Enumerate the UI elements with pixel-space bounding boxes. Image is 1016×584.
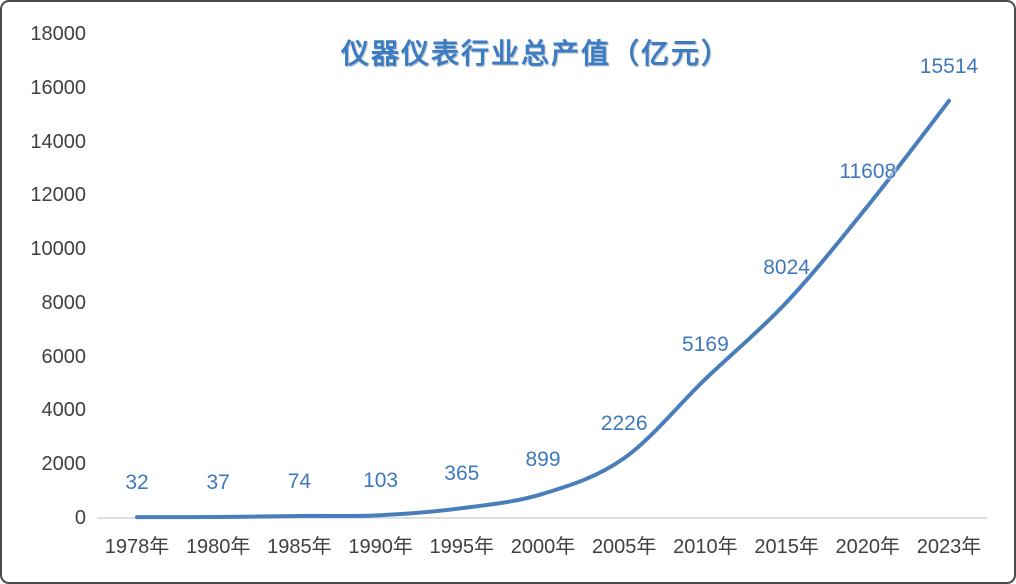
y-tick-label: 2000 <box>41 453 87 476</box>
y-tick-label: 0 <box>74 507 86 529</box>
x-tick-label: 2015年 <box>754 536 819 558</box>
x-tick-label: 2023年 <box>916 536 982 558</box>
data-label: 37 <box>206 471 230 494</box>
x-tick-label: 2020年 <box>835 536 901 558</box>
data-label: 15514 <box>919 54 979 78</box>
x-tick-label: 1995年 <box>429 536 495 558</box>
y-tick-label: 12000 <box>30 184 86 207</box>
data-label: 32 <box>125 471 149 495</box>
data-label: 74 <box>287 470 312 493</box>
y-tick-label: 14000 <box>30 130 86 153</box>
data-label: 5169 <box>682 333 729 356</box>
data-label: 11608 <box>839 159 897 183</box>
data-label: 365 <box>444 462 480 486</box>
x-tick-label: 1985年 <box>267 536 332 558</box>
series-line <box>135 98 951 520</box>
y-tick-label: 6000 <box>41 345 87 368</box>
x-tick-label: 2000年 <box>510 536 576 558</box>
x-tick-label: 2005年 <box>591 536 657 558</box>
y-tick-label: 18000 <box>30 23 86 45</box>
y-tick-label: 8000 <box>41 291 87 314</box>
x-tick-label: 1978年 <box>104 536 170 558</box>
data-label: 8024 <box>763 256 810 280</box>
x-tick-label: 1980年 <box>185 536 251 558</box>
data-label: 899 <box>525 447 561 471</box>
x-tick-label: 2010年 <box>673 536 738 558</box>
x-tick-label: 1990年 <box>348 536 413 558</box>
y-tick-label: 4000 <box>41 399 87 422</box>
data-label: 103 <box>363 469 399 493</box>
data-label: 2226 <box>600 412 648 436</box>
y-tick-label: 16000 <box>30 76 86 99</box>
chart-title: 仪器仪表行业总产值（亿元） <box>340 38 731 69</box>
y-tick-label: 10000 <box>30 238 86 261</box>
